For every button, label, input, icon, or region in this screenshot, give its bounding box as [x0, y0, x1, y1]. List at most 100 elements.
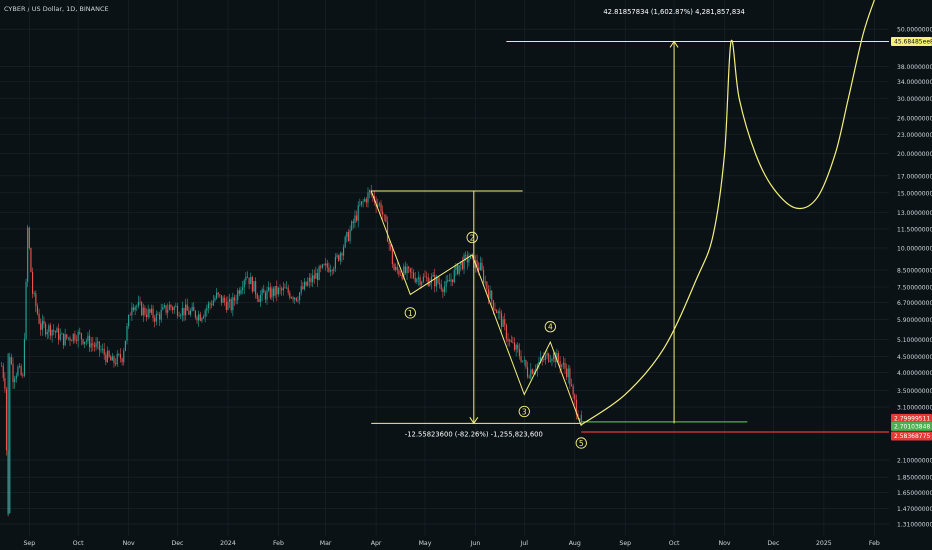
candle-body	[421, 281, 423, 286]
candle-body	[360, 201, 363, 205]
time-tick-label: Jul	[520, 540, 529, 547]
candle-body	[386, 221, 389, 242]
candle-body	[222, 297, 224, 303]
candle-body	[429, 282, 431, 286]
candle-body	[510, 340, 512, 342]
candle-body	[385, 215, 387, 222]
candle-body	[36, 306, 39, 314]
candle-body	[329, 270, 332, 272]
candle-body	[320, 266, 322, 268]
candle-body	[504, 319, 506, 325]
candle-body	[281, 288, 283, 291]
candle-body	[543, 358, 545, 360]
candle-body	[224, 297, 226, 303]
candle-body	[128, 315, 130, 327]
time-tick-label: Oct	[73, 540, 84, 547]
candle-body	[61, 333, 63, 335]
candle-body	[338, 255, 340, 261]
candle-body	[377, 204, 379, 207]
candle-body	[409, 268, 411, 273]
time-tick-label: Oct	[669, 540, 680, 547]
candle-body	[75, 340, 78, 342]
price-label-text: 45.68485ee8	[894, 39, 932, 46]
candle-body	[426, 276, 428, 278]
candle-body	[215, 292, 218, 299]
candle-body	[393, 264, 395, 271]
candle-body	[145, 314, 148, 318]
candle-body	[90, 343, 92, 348]
candle-body	[149, 309, 151, 313]
candle-body	[82, 339, 84, 344]
candle-body	[139, 301, 141, 303]
candle-body	[445, 281, 447, 287]
candle-body	[469, 254, 472, 259]
candle-body	[41, 320, 43, 330]
candle-body	[219, 294, 221, 296]
time-tick-label: Dec	[171, 540, 184, 547]
candle-body	[461, 261, 463, 270]
candle-body	[194, 310, 196, 318]
wave-marker	[544, 321, 556, 333]
candle-body	[339, 253, 341, 261]
time-tick-label: Dec	[767, 540, 780, 547]
candle-body	[229, 299, 231, 302]
candle-body	[352, 221, 354, 223]
candle-body	[237, 290, 239, 300]
candle-body	[417, 277, 420, 280]
candle-body	[193, 306, 195, 311]
candle-body	[455, 264, 457, 270]
candle-body	[538, 362, 540, 365]
candle-body	[295, 297, 297, 301]
candle-body	[46, 332, 48, 335]
price-tick-label: 17.00000000	[897, 173, 932, 180]
price-tick-label: 3.10000000	[897, 405, 932, 412]
time-tick-label: Feb	[273, 540, 284, 547]
candle-body	[391, 249, 393, 265]
candle-body	[427, 277, 429, 286]
candle-body	[499, 311, 501, 314]
candle-body	[15, 375, 17, 379]
candle-body	[201, 318, 203, 321]
candle-body	[49, 325, 52, 336]
candle-body	[12, 363, 14, 383]
candle-body	[66, 334, 68, 339]
candle-body	[209, 303, 211, 305]
drawings[interactable]: 1 2 3 4 5 -12.55823600 (-82.26%) -1,255,823,6…	[370, 0, 889, 449]
candle-body	[77, 331, 79, 342]
projection-curve	[580, 0, 875, 426]
candle-body	[181, 307, 183, 316]
time-axis[interactable]: Sep Oct Nov Dec 2024 Feb Mar Apr May Jun Jul Aug Sep…	[23, 540, 879, 547]
candle-body	[299, 292, 301, 301]
candle-body	[186, 304, 188, 311]
candle-body	[531, 369, 533, 374]
candle-body	[178, 315, 180, 317]
candle-body	[158, 314, 161, 320]
candle-body	[347, 232, 350, 241]
candle-body	[522, 360, 524, 362]
candle-body	[31, 272, 34, 294]
candle-body	[450, 279, 452, 282]
candle-body	[383, 214, 385, 216]
candle-body	[342, 247, 345, 256]
candle-body	[554, 353, 556, 363]
time-tick-label: Jun	[470, 540, 481, 547]
candle-body	[404, 266, 406, 274]
candle-body	[399, 274, 402, 276]
candle-body	[211, 304, 213, 306]
candle-body	[310, 277, 312, 283]
price-tick-label: 4.00000000	[897, 370, 932, 377]
candle-body	[341, 253, 343, 256]
price-axis[interactable]: 50.00000000 38.00000000 34.00000000 30.0000…	[891, 27, 932, 529]
price-tick-label: 6.70000000	[897, 300, 932, 307]
candle-body	[204, 310, 206, 317]
candle-body	[233, 297, 236, 301]
candle-body	[93, 345, 96, 347]
candle-body	[507, 338, 509, 342]
candle-body	[509, 340, 511, 342]
candle-body	[132, 307, 135, 311]
candle-body	[191, 306, 193, 311]
price-tick-label: 7.50000000	[897, 284, 932, 291]
candle-body	[111, 356, 113, 361]
